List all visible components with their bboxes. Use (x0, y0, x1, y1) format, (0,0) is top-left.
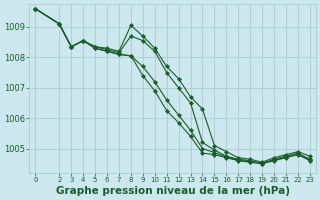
X-axis label: Graphe pression niveau de la mer (hPa): Graphe pression niveau de la mer (hPa) (56, 186, 290, 196)
